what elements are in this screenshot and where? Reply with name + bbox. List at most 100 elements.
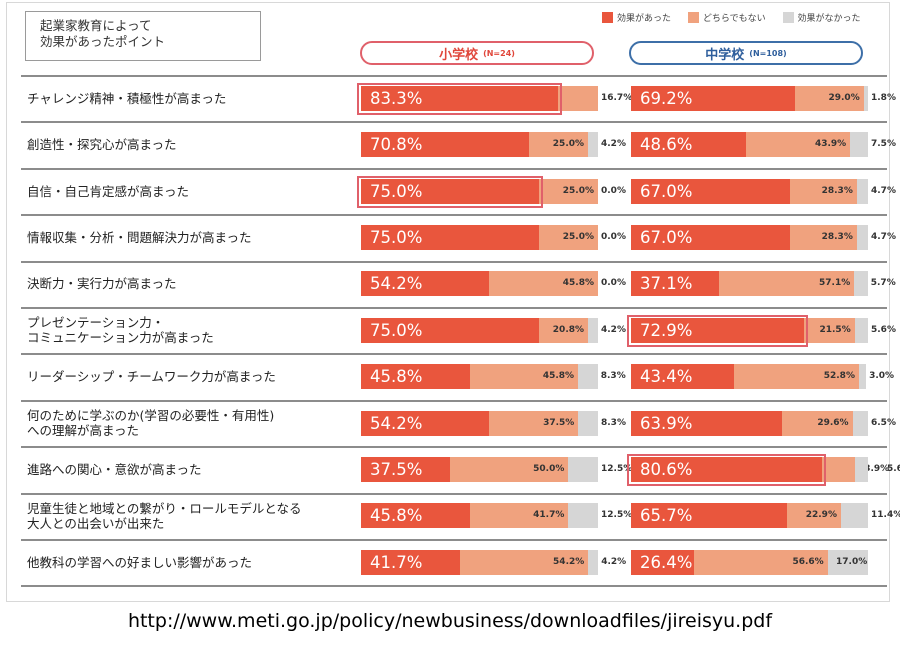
bar-none-junior-high bbox=[856, 224, 868, 250]
data-label-effective: 75.0% bbox=[370, 227, 423, 247]
data-label-effective: 65.7% bbox=[640, 506, 693, 526]
bar-effective-elementary: 75.0% bbox=[361, 178, 539, 204]
bar-none-junior-high bbox=[858, 364, 867, 390]
row-label-line: 情報収集・分析・問題解決力が高まった bbox=[27, 229, 252, 245]
row-label: 進路への関心・意欲が高まった bbox=[27, 452, 362, 486]
row-label-line: 決断力・実行力が高まった bbox=[27, 276, 177, 292]
bar-none-elementary bbox=[588, 317, 598, 343]
bar-neutral-junior-high: 22.9% bbox=[786, 503, 841, 529]
bar-effective-junior-high: 43.4% bbox=[631, 364, 734, 390]
row-label-line: への理解が高まった bbox=[27, 423, 140, 438]
data-label-effective: 72.9% bbox=[640, 320, 693, 340]
bar-neutral-junior-high: 13.9% bbox=[822, 456, 889, 482]
bar-neutral-elementary: 45.8% bbox=[469, 364, 579, 390]
bar-effective-junior-high: 67.0% bbox=[631, 224, 790, 250]
bar-neutral-elementary: 16.7% bbox=[558, 85, 632, 111]
bar-effective-junior-high: 72.9% bbox=[631, 317, 804, 343]
bar-effective-junior-high: 37.1% bbox=[631, 271, 719, 297]
bar-effective-junior-high: 80.6% bbox=[631, 456, 823, 482]
data-label-effective: 80.6% bbox=[640, 459, 693, 479]
bar-effective-elementary: 83.3% bbox=[361, 85, 559, 111]
group-label-elementary: 小学校 bbox=[439, 47, 479, 63]
row-label-line: 他教科の学習への好ましい影響があった bbox=[27, 554, 253, 570]
data-label-none: 1.8% bbox=[871, 92, 896, 103]
row-label: チャレンジ精神・積極性が高まった bbox=[27, 81, 362, 115]
bar-neutral-junior-high: 56.6% bbox=[693, 549, 828, 575]
data-label-neutral: 50.0% bbox=[533, 463, 565, 474]
data-label-none: 6.5% bbox=[871, 417, 896, 428]
highlight-box-junior-high bbox=[627, 453, 827, 486]
data-label-effective: 83.3% bbox=[370, 88, 423, 108]
data-label-effective: 67.0% bbox=[640, 227, 693, 247]
data-label-effective: 45.8% bbox=[370, 367, 423, 387]
bar-neutral-elementary: 25.0% bbox=[538, 224, 598, 250]
bar-effective-elementary: 45.8% bbox=[361, 364, 470, 390]
bar-neutral-junior-high: 21.5% bbox=[803, 317, 855, 343]
bar-none-elementary bbox=[568, 456, 598, 482]
legend-swatch-effective bbox=[602, 12, 613, 23]
bar-effective-junior-high: 26.4% bbox=[631, 549, 694, 575]
row-separator bbox=[21, 353, 887, 356]
row-label-line: リーダーシップ・チームワーク力が高まった bbox=[27, 369, 276, 385]
row-label: 他教科の学習への好ましい影響があった bbox=[27, 545, 362, 579]
chart-title-line-2: 効果があったポイント bbox=[40, 34, 166, 49]
bar-effective-elementary: 70.8% bbox=[361, 132, 529, 158]
legend-item-neutral: どちらでもない bbox=[687, 11, 766, 24]
bar-neutral-elementary: 20.8% bbox=[538, 317, 589, 343]
bar-effective-junior-high: 65.7% bbox=[631, 503, 787, 529]
bar-effective-junior-high: 63.9% bbox=[631, 410, 783, 436]
data-label-none: 0.0% bbox=[601, 231, 626, 242]
data-label-effective: 63.9% bbox=[640, 413, 693, 433]
bar-neutral-junior-high: 28.3% bbox=[789, 224, 857, 250]
bar-effective-elementary: 75.0% bbox=[361, 224, 539, 250]
bar-none-elementary bbox=[588, 549, 599, 575]
group-header-junior-high: 中学校 (N=108) bbox=[629, 41, 863, 65]
legend-swatch-neutral bbox=[687, 12, 699, 23]
bar-effective-elementary: 41.7% bbox=[361, 549, 460, 575]
row-separator bbox=[21, 399, 887, 402]
legend-label-effective: 効果があった bbox=[617, 14, 672, 24]
chart-panel: 起業家教育によって 効果があったポイント 効果があった どちらでもない 効果がな… bbox=[6, 2, 900, 602]
row-label-line: チャレンジ精神・積極性が高まった bbox=[27, 90, 227, 106]
row-label-line: 児童生徒と地域との繋がり・ロールモデルとなる bbox=[27, 500, 302, 516]
bar-neutral-elementary: 37.5% bbox=[489, 410, 579, 436]
legend-label-none: 効果がなかった bbox=[797, 14, 861, 24]
data-label-effective: 70.8% bbox=[370, 135, 423, 155]
group-n-junior-high: (N=108) bbox=[749, 48, 787, 58]
row-separator bbox=[21, 214, 887, 217]
data-label-neutral: 25.0% bbox=[562, 185, 594, 196]
bar-neutral-junior-high: 29.6% bbox=[782, 410, 853, 436]
chart-title-line-1: 起業家教育によって bbox=[40, 18, 152, 33]
data-label-neutral: 13.9% bbox=[857, 463, 890, 474]
row-label: 情報収集・分析・問題解決力が高まった bbox=[27, 220, 362, 254]
data-label-neutral: 45.8% bbox=[542, 371, 575, 382]
data-label-effective: 67.0% bbox=[640, 181, 693, 201]
bar-effective-junior-high: 67.0% bbox=[631, 178, 790, 204]
bar-effective-elementary: 45.8% bbox=[361, 503, 470, 529]
row-separator bbox=[21, 121, 887, 124]
row-label-line: プレゼンテーション力・ bbox=[27, 315, 165, 331]
data-label-none: 12.5% bbox=[601, 463, 633, 474]
data-label-none: 17.0% bbox=[836, 556, 868, 567]
data-label-neutral: 21.5% bbox=[819, 324, 851, 335]
bar-none-elementary bbox=[578, 410, 598, 436]
bar-effective-elementary: 75.0% bbox=[361, 317, 539, 343]
data-label-neutral: 54.2% bbox=[553, 556, 585, 567]
highlight-box-elementary bbox=[357, 175, 543, 208]
data-label-none: 3.0% bbox=[869, 371, 895, 382]
data-label-neutral: 22.9% bbox=[805, 510, 837, 521]
bar-neutral-elementary: 41.7% bbox=[469, 503, 569, 529]
data-label-effective: 37.1% bbox=[640, 274, 693, 294]
data-label-neutral: 20.8% bbox=[552, 324, 585, 335]
data-label-neutral: 29.0% bbox=[828, 92, 860, 103]
bar-effective-junior-high: 69.2% bbox=[631, 85, 795, 111]
bar-none-junior-high bbox=[863, 85, 868, 111]
row-label-line: 進路への関心・意欲が高まった bbox=[27, 461, 202, 477]
data-label-effective: 41.7% bbox=[370, 552, 423, 572]
bar-effective-elementary: 54.2% bbox=[361, 410, 490, 436]
data-label-none: 4.2% bbox=[601, 556, 627, 567]
data-label-effective: 75.0% bbox=[370, 320, 423, 340]
source-url: http://www.meti.go.jp/policy/newbusiness… bbox=[127, 610, 773, 632]
data-label-neutral: 28.3% bbox=[821, 185, 853, 196]
bar-neutral-junior-high: 52.8% bbox=[733, 364, 859, 390]
